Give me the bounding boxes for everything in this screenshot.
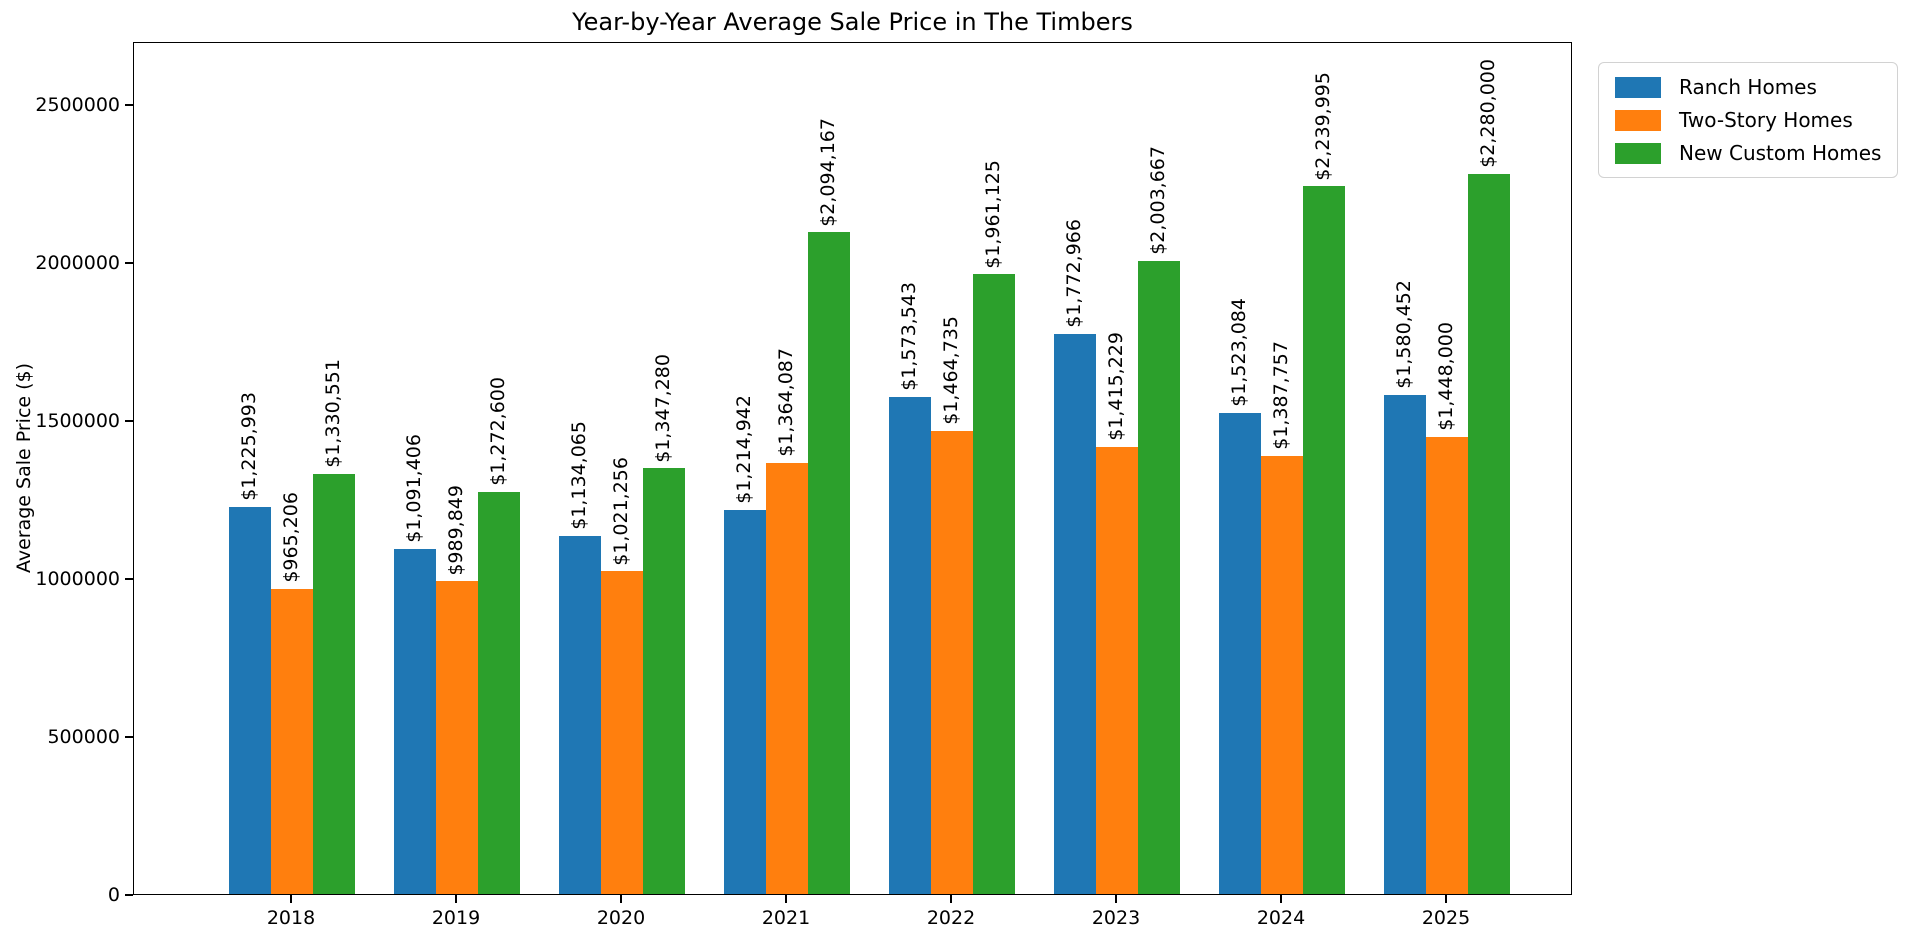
x-tick-mark xyxy=(455,895,457,903)
bar-value-label-two-story-homes-2020: $1,021,256 xyxy=(610,456,632,566)
bar-two-story-homes-2022 xyxy=(931,431,973,894)
bar-value-label-ranch-homes-2023: $1,772,966 xyxy=(1063,219,1085,328)
bar-ranch-homes-2022 xyxy=(889,396,931,894)
x-tick-label-2023: 2023 xyxy=(1091,907,1141,929)
y-tick-mark xyxy=(125,578,133,581)
bar-value-label-two-story-homes-2019: $989,849 xyxy=(445,484,467,576)
bar-value-label-two-story-homes-2025: $1,448,000 xyxy=(1435,321,1457,431)
bar-ranch-homes-2021 xyxy=(724,510,766,894)
legend-item-new-custom-homes: New Custom Homes xyxy=(1615,141,1881,165)
x-tick-mark xyxy=(950,895,952,903)
bar-two-story-homes-2021 xyxy=(766,463,808,894)
bar-ranch-homes-2018 xyxy=(229,506,271,894)
y-tick-label: 0 xyxy=(107,884,120,906)
bar-new-custom-homes-2019 xyxy=(478,491,520,894)
bar-value-label-ranch-homes-2021: $1,214,942 xyxy=(733,395,755,505)
legend-item-two-story-homes: Two-Story Homes xyxy=(1615,108,1881,132)
plot-area: $1,225,993 $965,206 $1,330,551 $1,091,406 $9… xyxy=(133,42,1572,895)
x-tick-mark xyxy=(1115,895,1117,903)
bar-value-label-ranch-homes-2018: $1,225,993 xyxy=(238,391,260,501)
x-tick-mark xyxy=(620,895,622,903)
legend-swatch-new-custom-homes xyxy=(1615,142,1661,164)
x-tick-label-2020: 2020 xyxy=(596,907,646,929)
bar-new-custom-homes-2025 xyxy=(1468,173,1510,894)
bar-value-label-ranch-homes-2025: $1,580,452 xyxy=(1393,279,1415,389)
y-tick-label: 500000 xyxy=(47,726,120,749)
chart-title: Year-by-Year Average Sale Price in The T… xyxy=(572,8,1133,36)
x-tick-label-2022: 2022 xyxy=(926,907,976,929)
legend-label-new-custom-homes: New Custom Homes xyxy=(1679,141,1882,165)
bar-two-story-homes-2019 xyxy=(436,581,478,894)
bar-new-custom-homes-2024 xyxy=(1303,186,1345,894)
x-tick-mark xyxy=(1280,895,1282,903)
bar-value-label-two-story-homes-2023: $1,415,229 xyxy=(1105,332,1127,441)
y-tick-label: 2500000 xyxy=(35,94,120,117)
bar-value-label-two-story-homes-2024: $1,387,757 xyxy=(1270,340,1292,450)
legend-label-ranch-homes: Ranch Homes xyxy=(1679,75,1817,99)
bar-new-custom-homes-2022 xyxy=(973,274,1015,894)
bar-value-label-ranch-homes-2024: $1,523,084 xyxy=(1228,298,1250,407)
bar-value-label-new-custom-homes-2018: $1,330,551 xyxy=(322,358,344,468)
y-tick-mark xyxy=(125,894,133,896)
bar-value-label-new-custom-homes-2021: $2,094,167 xyxy=(817,117,839,227)
bar-value-label-two-story-homes-2018: $965,206 xyxy=(280,492,302,584)
bar-ranch-homes-2020 xyxy=(559,535,601,894)
y-axis-label: Average Sale Price ($) xyxy=(13,362,35,574)
bar-value-label-new-custom-homes-2020: $1,347,280 xyxy=(652,353,674,463)
x-tick-label-2018: 2018 xyxy=(266,907,316,929)
bar-new-custom-homes-2018 xyxy=(313,473,355,894)
bar-two-story-homes-2023 xyxy=(1096,446,1138,894)
bar-ranch-homes-2023 xyxy=(1054,333,1096,894)
legend-swatch-ranch-homes xyxy=(1615,76,1661,98)
bar-value-label-new-custom-homes-2024: $2,239,995 xyxy=(1312,71,1334,181)
bar-ranch-homes-2024 xyxy=(1219,412,1261,894)
bar-two-story-homes-2020 xyxy=(601,571,643,894)
x-tick-label-2025: 2025 xyxy=(1421,907,1471,929)
legend-label-two-story-homes: Two-Story Homes xyxy=(1679,108,1853,132)
bar-value-label-new-custom-homes-2022: $1,961,125 xyxy=(982,159,1004,269)
bar-ranch-homes-2019 xyxy=(394,549,436,894)
bar-value-label-ranch-homes-2019: $1,091,406 xyxy=(403,434,425,544)
x-tick-label-2024: 2024 xyxy=(1256,907,1306,929)
bar-two-story-homes-2018 xyxy=(271,589,313,894)
bar-new-custom-homes-2020 xyxy=(643,468,685,894)
bar-ranch-homes-2025 xyxy=(1384,394,1426,894)
bar-value-label-new-custom-homes-2019: $1,272,600 xyxy=(487,377,509,486)
bar-value-label-ranch-homes-2022: $1,573,543 xyxy=(898,282,920,391)
y-tick-label: 1000000 xyxy=(35,568,120,591)
x-tick-mark xyxy=(1445,895,1447,903)
bar-two-story-homes-2025 xyxy=(1426,436,1468,894)
bar-new-custom-homes-2023 xyxy=(1138,261,1180,894)
legend-item-ranch-homes: Ranch Homes xyxy=(1615,75,1881,99)
y-tick-label: 1500000 xyxy=(35,410,120,433)
bar-value-label-two-story-homes-2022: $1,464,735 xyxy=(940,316,962,426)
bar-value-label-new-custom-homes-2023: $2,003,667 xyxy=(1147,146,1169,255)
legend: Ranch Homes Two-Story Homes New Custom Hom… xyxy=(1598,62,1899,178)
bar-value-label-new-custom-homes-2025: $2,280,000 xyxy=(1477,58,1499,168)
y-tick-mark xyxy=(125,262,133,265)
y-tick-mark xyxy=(125,104,133,107)
y-tick-label: 2000000 xyxy=(35,252,120,275)
y-tick-mark xyxy=(125,420,133,423)
x-tick-mark xyxy=(290,895,292,903)
bar-new-custom-homes-2021 xyxy=(808,232,850,894)
x-tick-label-2021: 2021 xyxy=(761,907,811,929)
legend-swatch-two-story-homes xyxy=(1615,109,1661,131)
bar-two-story-homes-2024 xyxy=(1261,455,1303,894)
bar-value-label-ranch-homes-2020: $1,134,065 xyxy=(568,420,590,530)
x-tick-mark xyxy=(785,895,787,903)
bar-value-label-two-story-homes-2021: $1,364,087 xyxy=(775,348,797,458)
x-tick-label-2019: 2019 xyxy=(431,907,481,929)
y-tick-mark xyxy=(125,736,133,739)
